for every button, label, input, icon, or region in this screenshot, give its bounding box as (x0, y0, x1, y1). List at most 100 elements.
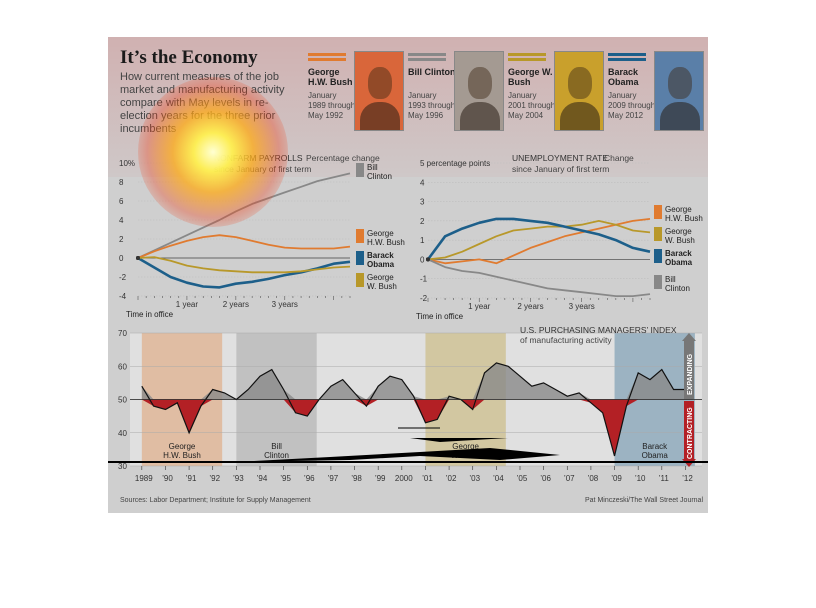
legend-label: Barack (367, 251, 394, 260)
series-line (427, 258, 651, 297)
term-label: Obama (642, 451, 669, 460)
x-tick-label: 3 years (569, 302, 595, 311)
y-tick-label: 2 (119, 235, 124, 244)
page-title: It’s the Economy (120, 47, 258, 68)
legend-label: Barack (665, 249, 692, 258)
president-key-obama: Barack Obama January 2009 through May 20… (608, 51, 706, 131)
pmi-y-tick-label: 40 (118, 429, 127, 438)
series-line (427, 220, 651, 261)
pmi-x-tick-label: ’09 (611, 474, 622, 483)
pmi-x-tick-label: ’92 (209, 474, 220, 483)
pmi-x-tick-label: ’12 (682, 474, 693, 483)
pmi-x-tick-label: ’95 (280, 474, 291, 483)
portrait-ghwb (354, 51, 404, 131)
legend-swatch (654, 227, 662, 241)
term-label: Bill (271, 442, 282, 451)
x-tick-label: 2 years (223, 300, 249, 309)
legend-label: Obama (367, 260, 395, 269)
president-name: Barack Obama (608, 67, 639, 87)
term-label: Clinton (264, 451, 289, 460)
pmi-x-tick-label: ’07 (564, 474, 575, 483)
y-tick-label: 6 (119, 197, 124, 206)
term-label: Barack (642, 442, 668, 451)
credit-note: Pat Minczeski/The Wall Street Journal (585, 497, 704, 504)
infographic-panel: It’s the Economy How current measures of… (108, 37, 708, 513)
president-name: George H.W. Bush (308, 67, 353, 87)
pmi-title: U.S. PURCHASING MANAGERS’ INDEX (520, 325, 677, 335)
pmi-x-tick-label: ’98 (351, 474, 362, 483)
legend-swatch (356, 251, 364, 265)
legend-label: Bill (665, 275, 676, 284)
obama-line-swatch (608, 53, 646, 56)
legend-label: Clinton (367, 172, 392, 181)
legend-label: George (367, 273, 394, 282)
legend-label: George (367, 229, 394, 238)
gwb-line-swatch (508, 58, 546, 61)
y-tick-label: 10% (119, 159, 135, 168)
term-label: W. Bush (451, 451, 481, 460)
obama-line-swatch (608, 58, 646, 61)
ghwb-line-swatch (308, 53, 346, 56)
portrait-obama (654, 51, 704, 131)
pmi-x-tick-label: ’93 (233, 474, 244, 483)
legend-label: George (665, 205, 692, 214)
pmi-x-tick-label: ’01 (422, 474, 433, 483)
x-tick-label: 2 years (517, 302, 543, 311)
legend-swatch (356, 229, 364, 243)
pmi-x-tick-label: ’04 (493, 474, 504, 483)
legend-swatch (654, 275, 662, 289)
pmi-x-tick-label: ’96 (304, 474, 315, 483)
expanding-arrow-head (682, 333, 696, 341)
y-tick-label: -4 (119, 292, 127, 301)
pmi-x-tick-label: 1989 (135, 474, 153, 483)
pmi-x-tick-label: ’08 (588, 474, 599, 483)
legend-label: H.W. Bush (367, 238, 405, 247)
term-label: George (452, 442, 479, 451)
pmi-line (141, 362, 693, 457)
pmi-x-tick-label: ’97 (328, 474, 339, 483)
x-axis-label: Time in office (416, 312, 464, 321)
source-note: Sources: Labor Department; Institute for… (120, 497, 311, 504)
y-tick-label: 5 percentage points (420, 159, 490, 168)
pmi-y-tick-label: 70 (118, 329, 127, 338)
president-dates: January 2001 through May 2004 (508, 91, 556, 120)
legend-label: Obama (665, 258, 693, 267)
chart-subtitle-line: Percentage change (306, 153, 380, 163)
legend-swatch (654, 249, 662, 263)
pmi-x-tick-label: ’03 (469, 474, 480, 483)
series-line (137, 256, 351, 274)
x-tick-label: 3 years (272, 300, 298, 309)
x-tick-label: 1 year (468, 302, 491, 311)
series-line (137, 234, 351, 259)
pmi-subtitle: of manufacturing activity (520, 335, 612, 345)
y-tick-label: 3 (420, 198, 425, 207)
term-label: H.W. Bush (163, 451, 201, 460)
x-axis-label: Time in office (126, 310, 174, 319)
chart-subtitle-line: since January of first term (512, 164, 609, 174)
legend-swatch (356, 163, 364, 177)
contracting-label: CONTRACTING (687, 407, 694, 459)
legend-label: George (665, 227, 692, 236)
portrait-gwb (554, 51, 604, 131)
president-dates: January 2009 through May 2012 (608, 91, 656, 120)
expanding-arrow-bar (684, 339, 694, 399)
president-key-ghwb: George H.W. Bush January 1989 through Ma… (308, 51, 406, 131)
expanding-area (141, 362, 693, 400)
chart-subtitle-line: since January of first term (214, 164, 311, 174)
pmi-x-tick-label: ’91 (186, 474, 197, 483)
y-tick-label: 1 (420, 236, 425, 245)
y-tick-label: 0 (420, 255, 425, 264)
portrait-clinton (454, 51, 504, 131)
pmi-x-tick-label: ’94 (257, 474, 268, 483)
legend-label: H.W. Bush (665, 214, 703, 223)
y-tick-label: 8 (119, 178, 124, 187)
term-label: George (169, 442, 196, 451)
president-key-clinton: Bill Clinton January 1993 through May 19… (408, 51, 506, 131)
pmi-y-tick-label: 30 (118, 462, 127, 471)
pmi-x-tick-label: ’10 (635, 474, 646, 483)
president-dates: January 1989 through May 1992 (308, 91, 356, 120)
origin-point (136, 256, 140, 260)
contracting-arrow-bar (684, 401, 694, 461)
y-tick-label: -1 (420, 275, 428, 284)
